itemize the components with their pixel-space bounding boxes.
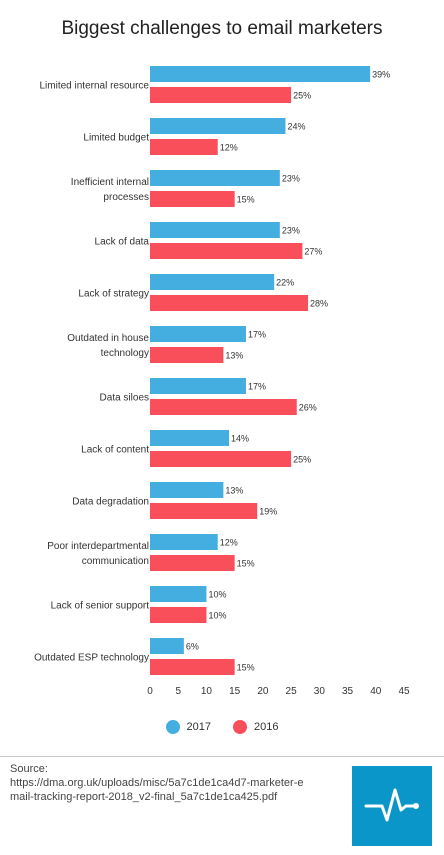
category-label: Outdated ESP technology xyxy=(34,653,149,664)
category-label: Poor interdepartmental xyxy=(47,541,149,552)
logo xyxy=(352,766,432,846)
bar-2017 xyxy=(150,170,280,186)
bar-2017 xyxy=(150,118,286,134)
data-label-2017: 22% xyxy=(276,278,294,288)
data-label-2017: 39% xyxy=(372,70,390,80)
data-label-2017: 6% xyxy=(186,642,199,652)
data-label-2016: 10% xyxy=(208,611,226,621)
data-label-2017: 17% xyxy=(248,382,266,392)
category-label: Lack of data xyxy=(95,237,150,248)
x-tick-label: 40 xyxy=(370,686,382,697)
data-label-2017: 23% xyxy=(282,174,300,184)
category-label: processes xyxy=(103,192,149,203)
data-label-2016: 25% xyxy=(293,91,311,101)
x-tick-label: 35 xyxy=(342,686,354,697)
source-label: Source: xyxy=(10,763,48,775)
category-label: Limited internal resource xyxy=(40,81,150,92)
data-label-2016: 19% xyxy=(259,507,277,517)
category-label: communication xyxy=(82,556,149,567)
category-label: Limited budget xyxy=(83,133,149,144)
data-label-2017: 12% xyxy=(220,538,238,548)
bar-2017 xyxy=(150,638,184,654)
x-tick-label: 5 xyxy=(175,686,181,697)
bar-2016 xyxy=(150,503,258,519)
x-tick-label: 25 xyxy=(286,686,298,697)
bar-2016 xyxy=(150,243,303,259)
data-label-2017: 17% xyxy=(248,330,266,340)
bar-2017 xyxy=(150,222,280,238)
legend-label-2017: 2017 xyxy=(186,721,211,733)
data-label-2017: 10% xyxy=(208,590,226,600)
chart-legend: 2017 2016 xyxy=(0,720,444,734)
bar-2017 xyxy=(150,482,224,498)
legend-item-2017[interactable]: 2017 xyxy=(165,720,211,734)
x-tick-label: 20 xyxy=(257,686,269,697)
bar-chart: Limited internal resource 39% 25% Limited b… xyxy=(34,66,410,697)
bar-2017 xyxy=(150,430,230,446)
bar-2017 xyxy=(150,66,371,82)
category-label: Lack of strategy xyxy=(78,289,149,300)
x-tick-label: 15 xyxy=(229,686,241,697)
footer-divider xyxy=(0,756,444,757)
category-label: Data siloes xyxy=(100,393,149,404)
legend-item-2016[interactable]: 2016 xyxy=(233,720,278,734)
category-label: Lack of content xyxy=(81,445,149,456)
source-block: Source: https://dma.org.uk/uploads/misc/… xyxy=(10,762,310,804)
data-label-2017: 14% xyxy=(231,434,249,444)
pulse-line-icon xyxy=(364,788,419,822)
bar-2016 xyxy=(150,139,218,155)
bar-2016 xyxy=(150,347,224,363)
data-label-2016: 12% xyxy=(220,143,238,153)
data-label-2016: 28% xyxy=(310,299,328,309)
data-label-2016: 26% xyxy=(299,403,317,413)
x-tick-label: 10 xyxy=(201,686,213,697)
bar-2016 xyxy=(150,191,235,207)
data-label-2017: 23% xyxy=(282,226,300,236)
x-tick-label: 45 xyxy=(398,686,410,697)
category-label: technology xyxy=(101,348,149,359)
bar-2016 xyxy=(150,87,292,103)
category-label: Lack of senior support xyxy=(51,601,150,612)
category-label: Inefficient internal xyxy=(71,177,149,188)
bar-2016 xyxy=(150,399,297,415)
bar-2016 xyxy=(150,295,309,311)
bar-2017 xyxy=(150,534,218,550)
bar-2016 xyxy=(150,607,207,623)
bar-2016 xyxy=(150,659,235,675)
bar-2016 xyxy=(150,555,235,571)
legend-label-2016: 2016 xyxy=(254,721,279,733)
data-label-2017: 13% xyxy=(225,486,243,496)
x-tick-label: 30 xyxy=(314,686,326,697)
data-label-2016: 15% xyxy=(237,559,255,569)
data-label-2017: 24% xyxy=(287,122,305,132)
source-url[interactable]: https://dma.org.uk/uploads/misc/5a7c1de1… xyxy=(10,777,304,803)
category-label: Data degradation xyxy=(72,497,149,508)
legend-swatch-2016 xyxy=(233,720,247,734)
data-label-2016: 15% xyxy=(237,195,255,205)
x-tick-label: 0 xyxy=(147,686,153,697)
bar-2017 xyxy=(150,378,246,394)
bar-2017 xyxy=(150,274,275,290)
bar-2017 xyxy=(150,586,207,602)
chart-title: Biggest challenges to email marketers xyxy=(61,18,383,39)
category-label: Outdated in house xyxy=(67,333,149,344)
bar-2017 xyxy=(150,326,246,342)
data-label-2016: 25% xyxy=(293,455,311,465)
data-label-2016: 27% xyxy=(304,247,322,257)
data-label-2016: 13% xyxy=(225,351,243,361)
bar-2016 xyxy=(150,451,292,467)
legend-swatch-2017 xyxy=(165,720,180,734)
data-label-2016: 15% xyxy=(237,663,255,673)
